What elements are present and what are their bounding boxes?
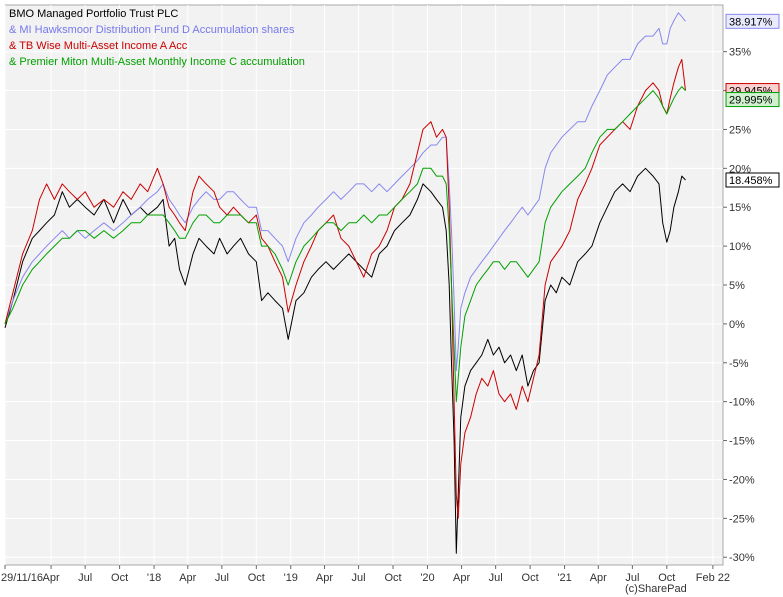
series-line-1 [4, 12, 686, 372]
x-tick-label: Jul [215, 572, 229, 584]
y-tick-label: 20% [729, 163, 751, 175]
x-tick-label: Oct [522, 572, 539, 584]
series-lines [4, 12, 686, 554]
credit-text: (c)SharePad [625, 583, 687, 595]
x-tick-label: Oct [384, 572, 401, 584]
end-label-box [725, 172, 780, 188]
x-tick-label: Oct [248, 572, 265, 584]
y-tick-label: -10% [729, 397, 755, 409]
y-tick-label: -20% [729, 474, 755, 486]
y-tick-label: 15% [729, 202, 751, 214]
y-axis: -30% -25% -20% -15% -10% -5% 0% 5% 10% 15% 20% 25% 3… [723, 47, 755, 564]
x-tick-label: '19 [284, 572, 298, 584]
x-tick-label: Apr [179, 572, 196, 584]
x-axis: 29/11/16 Apr Jul Oct '18 Apr Jul Oct '19 Apr Jul Oc… [1, 565, 730, 584]
grid-lines [4, 5, 723, 565]
x-tick-label: '18 [147, 572, 161, 584]
legend-item-tb-wise: & TB Wise Multi-Asset Income A Acc [9, 40, 188, 52]
x-tick-label: Apr [43, 572, 60, 584]
x-tick-label: '20 [420, 572, 434, 584]
legend: BMO Managed Portfolio Trust PLC & MI Haw… [9, 8, 305, 68]
end-label-0: 18.458% [725, 172, 780, 188]
legend-item-premier-miton: & Premier Miton Multi-Asset Monthly Inco… [9, 56, 305, 68]
y-tick-label: -25% [729, 513, 755, 525]
y-tick-label: -5% [729, 358, 749, 370]
series-line-0 [4, 167, 686, 554]
x-tick-label: '21 [557, 572, 571, 584]
end-label-value: 38.917% [729, 16, 773, 28]
legend-item-hawksmoor: & MI Hawksmoor Distribution Fund D Accum… [9, 24, 295, 36]
x-tick-label: 29/11/16 [1, 572, 43, 584]
y-tick-label: 35% [729, 47, 751, 59]
x-tick-label: Jul [78, 572, 92, 584]
end-label-value: 18.458% [729, 175, 773, 187]
x-tick-label: Apr [590, 572, 607, 584]
end-label-box [725, 92, 780, 108]
end-label-3: 29.995% [725, 92, 780, 108]
y-tick-label: -15% [729, 436, 755, 448]
x-tick-label: Oct [658, 572, 675, 584]
y-tick-label: 5% [729, 280, 745, 292]
end-label-box [725, 13, 780, 29]
x-tick-label: Jul [625, 572, 639, 584]
y-tick-label: 0% [729, 319, 745, 331]
y-tick-label: 10% [729, 241, 751, 253]
x-tick-label: Jul [352, 572, 366, 584]
y-tick-label: -30% [729, 552, 755, 564]
x-tick-label: Apr [316, 572, 333, 584]
x-tick-label: Feb 22 [696, 572, 730, 584]
x-tick-label: Apr [453, 572, 470, 584]
x-tick-label: Jul [489, 572, 503, 584]
end-label-1: 38.917% [725, 13, 780, 29]
end-label-value: 29.995% [729, 95, 773, 107]
series-end-labels: 38.917%29.945%29.995%18.458% [725, 13, 780, 188]
series-line-3 [4, 86, 686, 403]
legend-item-bmo: BMO Managed Portfolio Trust PLC [9, 8, 178, 20]
x-tick-label: Oct [111, 572, 128, 584]
y-tick-label: 25% [729, 124, 751, 136]
